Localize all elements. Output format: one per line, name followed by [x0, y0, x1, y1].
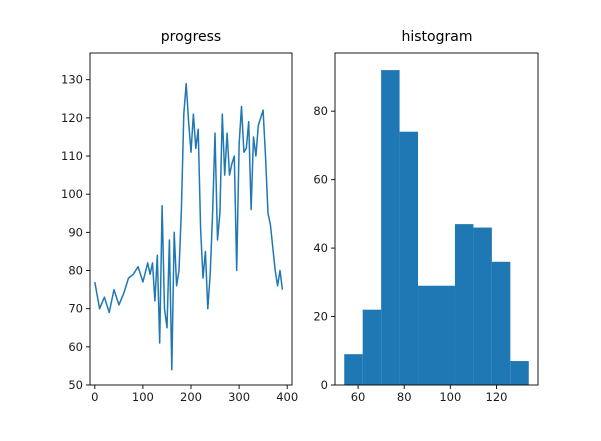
histogram-x-tick-label: 120	[486, 390, 508, 404]
progress-title: progress	[161, 29, 221, 45]
histogram-plot-area: 60 80 100 120 0 20 40 60 80	[313, 52, 539, 404]
progress-y-tick-label: 70	[68, 302, 83, 316]
progress-x-tick-label: 400	[276, 390, 298, 404]
histogram-x-tick-label: 100	[439, 390, 461, 404]
progress-y-tick-label: 100	[61, 187, 83, 201]
histogram-y-tick-label: 40	[313, 241, 328, 255]
progress-series-line	[94, 82, 284, 371]
histogram-x-tick-label: 60	[351, 390, 366, 404]
progress-y-tick-label: 110	[61, 149, 83, 163]
progress-y-tick-label: 90	[68, 225, 83, 239]
histogram-title: histogram	[402, 29, 473, 45]
progress-y-tick-label: 80	[68, 264, 83, 278]
progress-y-tick-label: 60	[68, 340, 83, 354]
histogram-bar	[510, 361, 529, 385]
progress-axes-frame	[89, 52, 293, 386]
progress-x-tick-label: 100	[132, 390, 154, 404]
histogram-axes-frame	[334, 52, 539, 386]
histogram-y-tick-label: 80	[313, 104, 328, 118]
histogram-y-tick-label: 0	[321, 378, 328, 392]
progress-plot-area: 0 100 200 300 400 50 60 70 80 90 100 110 120 130	[61, 52, 298, 404]
histogram-y-tick-label: 60	[313, 173, 328, 187]
histogram-bar	[344, 354, 363, 385]
histogram-bar	[381, 70, 400, 385]
progress-x-tick-label: 200	[180, 390, 202, 404]
histogram-bar	[454, 224, 474, 385]
histogram-bar	[473, 227, 492, 385]
histogram-y-tick-label: 20	[313, 310, 328, 324]
histogram-bar	[436, 285, 455, 385]
histogram-bar	[418, 285, 437, 385]
histogram-bar	[491, 261, 511, 385]
progress-x-tick-label: 300	[228, 390, 250, 404]
progress-y-tick-label: 50	[68, 378, 83, 392]
progress-y-tick-label: 130	[61, 73, 83, 87]
progress-subplot: progress 0 100 200 300 400 50 60 70 80 90 100 110 12…	[61, 29, 298, 404]
progress-x-tick-label: 0	[91, 390, 98, 404]
histogram-bar	[399, 131, 419, 385]
histogram-bar	[362, 309, 382, 385]
progress-y-tick-label: 120	[61, 111, 83, 125]
histogram-x-tick-label: 80	[397, 390, 412, 404]
histogram-subplot: histogram 60 80 100 120 0 20 40 60 80	[313, 29, 539, 404]
